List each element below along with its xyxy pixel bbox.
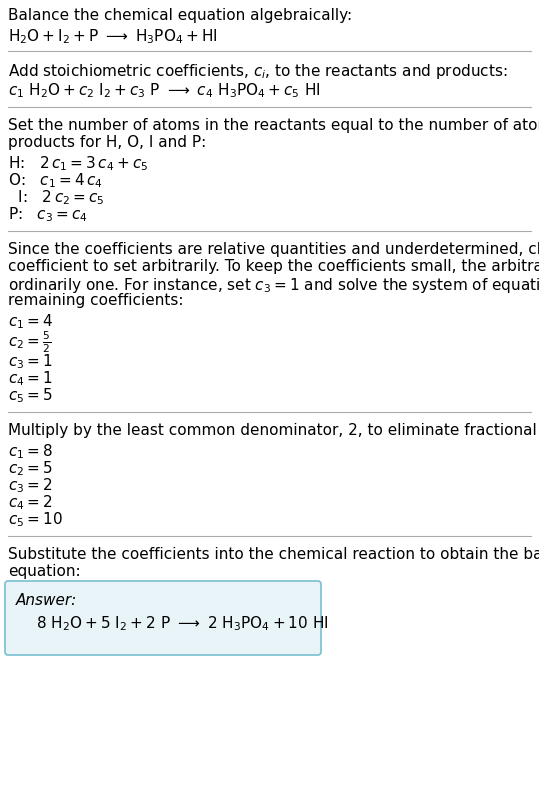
Text: Multiply by the least common denominator, 2, to eliminate fractional coefficient: Multiply by the least common denominator… xyxy=(8,423,539,437)
Text: $\mathrm{H_2O + I_2 + P\ \longrightarrow\ H_3PO_4 + HI}$: $\mathrm{H_2O + I_2 + P\ \longrightarrow… xyxy=(8,27,218,45)
Text: $c_3 = 2$: $c_3 = 2$ xyxy=(8,475,52,494)
Text: Answer:: Answer: xyxy=(16,592,77,607)
Text: $c_1 = 4$: $c_1 = 4$ xyxy=(8,311,53,330)
Text: $c_4 = 1$: $c_4 = 1$ xyxy=(8,368,53,387)
Text: $c_2 = \frac{5}{2}$: $c_2 = \frac{5}{2}$ xyxy=(8,328,51,354)
Text: H:   $2\,c_1 = 3\,c_4 + c_5$: H: $2\,c_1 = 3\,c_4 + c_5$ xyxy=(8,154,148,173)
Text: coefficient to set arbitrarily. To keep the coefficients small, the arbitrary va: coefficient to set arbitrarily. To keep … xyxy=(8,259,539,273)
Text: P:   $c_3 = c_4$: P: $c_3 = c_4$ xyxy=(8,204,88,223)
Text: Balance the chemical equation algebraically:: Balance the chemical equation algebraica… xyxy=(8,8,352,23)
Text: $c_3 = 1$: $c_3 = 1$ xyxy=(8,351,53,371)
Text: Add stoichiometric coefficients, $c_i$, to the reactants and products:: Add stoichiometric coefficients, $c_i$, … xyxy=(8,62,508,81)
Text: ordinarily one. For instance, set $c_3 = 1$ and solve the system of equations fo: ordinarily one. For instance, set $c_3 =… xyxy=(8,276,539,294)
Text: Since the coefficients are relative quantities and underdetermined, choose a: Since the coefficients are relative quan… xyxy=(8,242,539,257)
Text: equation:: equation: xyxy=(8,564,81,578)
Text: $c_5 = 5$: $c_5 = 5$ xyxy=(8,385,53,404)
Text: I:   $2\,c_2 = c_5$: I: $2\,c_2 = c_5$ xyxy=(8,188,105,207)
Text: $8\ \mathrm{H_2O} + 5\ \mathrm{I_2} + 2\ \mathrm{P}\ \longrightarrow\ 2\ \mathrm: $8\ \mathrm{H_2O} + 5\ \mathrm{I_2} + 2\… xyxy=(36,613,329,632)
Text: O:   $c_1 = 4\,c_4$: O: $c_1 = 4\,c_4$ xyxy=(8,171,103,190)
Text: $c_1\ \mathrm{H_2O} + c_2\ \mathrm{I_2} + c_3\ \mathrm{P}\ \longrightarrow\ c_4\: $c_1\ \mathrm{H_2O} + c_2\ \mathrm{I_2} … xyxy=(8,81,321,100)
Text: $c_1 = 8$: $c_1 = 8$ xyxy=(8,441,53,460)
FancyBboxPatch shape xyxy=(5,581,321,655)
Text: $c_4 = 2$: $c_4 = 2$ xyxy=(8,492,52,511)
Text: $c_5 = 10$: $c_5 = 10$ xyxy=(8,509,63,528)
Text: Substitute the coefficients into the chemical reaction to obtain the balanced: Substitute the coefficients into the che… xyxy=(8,547,539,561)
Text: remaining coefficients:: remaining coefficients: xyxy=(8,293,183,307)
Text: Set the number of atoms in the reactants equal to the number of atoms in the: Set the number of atoms in the reactants… xyxy=(8,118,539,133)
Text: products for H, O, I and P:: products for H, O, I and P: xyxy=(8,135,206,150)
Text: $c_2 = 5$: $c_2 = 5$ xyxy=(8,458,53,477)
